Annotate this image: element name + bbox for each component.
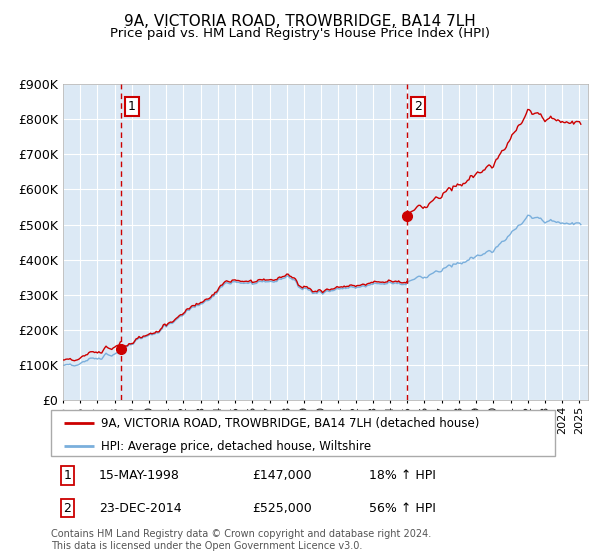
Text: 9A, VICTORIA ROAD, TROWBRIDGE, BA14 7LH (detached house): 9A, VICTORIA ROAD, TROWBRIDGE, BA14 7LH …: [101, 417, 480, 430]
Text: 15-MAY-1998: 15-MAY-1998: [99, 469, 180, 482]
Text: Price paid vs. HM Land Registry's House Price Index (HPI): Price paid vs. HM Land Registry's House …: [110, 27, 490, 40]
Text: 23-DEC-2014: 23-DEC-2014: [99, 502, 182, 515]
Text: £147,000: £147,000: [253, 469, 312, 482]
Text: 1: 1: [64, 469, 71, 482]
Text: 1: 1: [128, 100, 136, 113]
FancyBboxPatch shape: [51, 410, 555, 456]
Text: 2: 2: [414, 100, 422, 113]
Text: 18% ↑ HPI: 18% ↑ HPI: [368, 469, 436, 482]
Text: 9A, VICTORIA ROAD, TROWBRIDGE, BA14 7LH: 9A, VICTORIA ROAD, TROWBRIDGE, BA14 7LH: [124, 14, 476, 29]
Text: 56% ↑ HPI: 56% ↑ HPI: [368, 502, 436, 515]
Text: Contains HM Land Registry data © Crown copyright and database right 2024.
This d: Contains HM Land Registry data © Crown c…: [51, 529, 431, 551]
Text: 2: 2: [64, 502, 71, 515]
Text: HPI: Average price, detached house, Wiltshire: HPI: Average price, detached house, Wilt…: [101, 440, 371, 453]
Text: £525,000: £525,000: [253, 502, 313, 515]
